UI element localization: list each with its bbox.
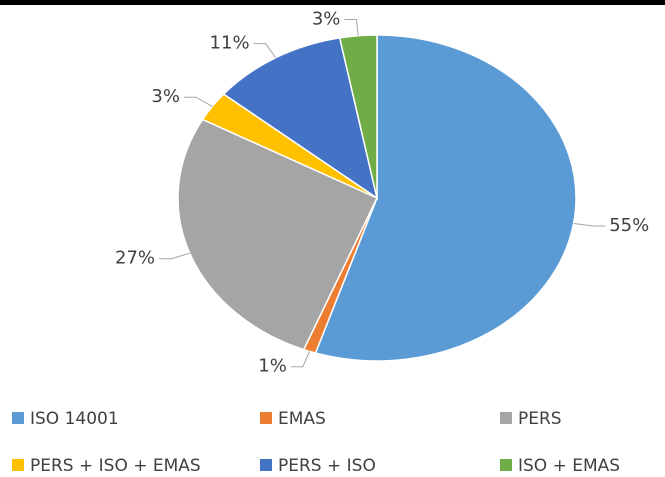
legend-swatch [260, 459, 272, 471]
legend-swatch [12, 412, 24, 424]
legend-swatch [260, 412, 272, 424]
top-bar [0, 0, 665, 5]
data-label: 11% [210, 33, 250, 54]
pie-slice [177, 118, 379, 351]
legend-label: ISO 14001 [30, 409, 119, 429]
leader-line [344, 18, 359, 36]
pie-slice [338, 34, 378, 199]
leader-line [183, 96, 213, 107]
pie-slice [222, 37, 379, 200]
leader-line [253, 43, 277, 58]
data-label: 27% [115, 248, 155, 269]
leader-line [290, 351, 311, 368]
leader-line [573, 223, 606, 227]
data-label: 3% [312, 8, 341, 29]
legend-label: PERS + ISO + EMAS [30, 456, 201, 476]
data-label: 3% [151, 86, 180, 107]
legend-label: PERS + ISO [278, 456, 376, 476]
data-label: 1% [258, 356, 287, 377]
data-label: 55% [609, 215, 649, 236]
leader-line [159, 252, 190, 260]
legend-label: ISO + EMAS [518, 456, 620, 476]
pie-slice [314, 34, 577, 362]
legend-swatch [500, 459, 512, 471]
legend-label: PERS [518, 409, 562, 429]
legend-label: EMAS [278, 409, 326, 429]
legend-swatch [500, 412, 512, 424]
legend-swatch [12, 459, 24, 471]
